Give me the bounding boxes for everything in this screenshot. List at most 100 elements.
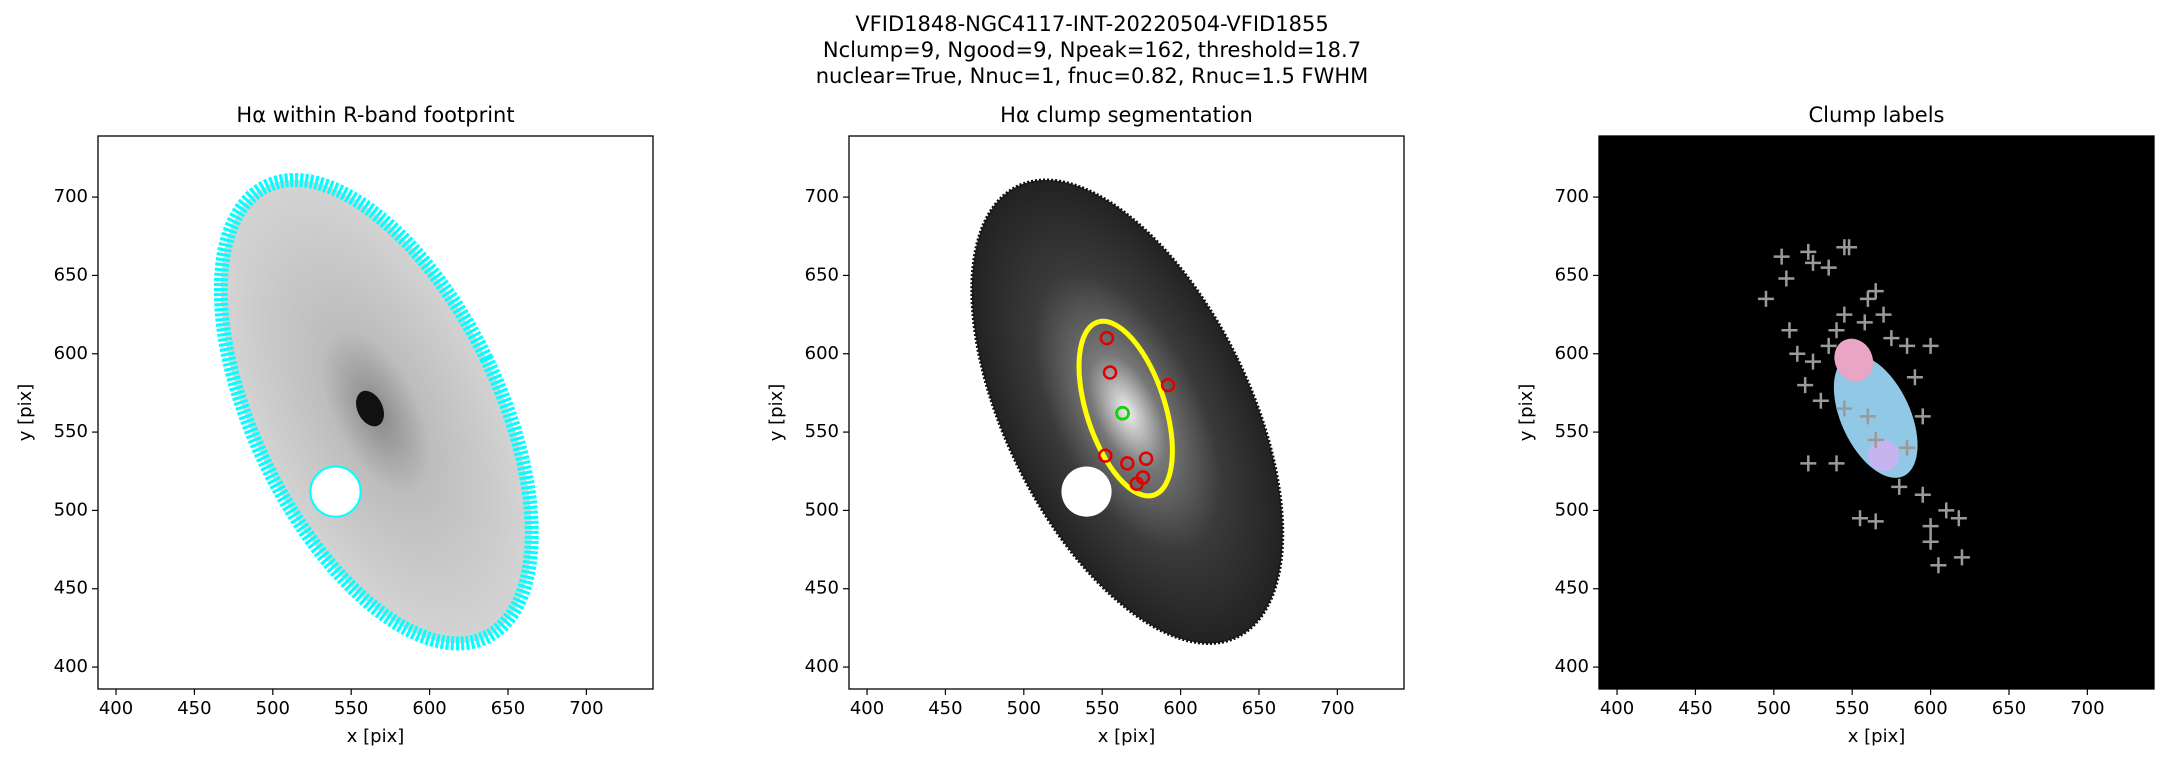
peak-marker — [1773, 248, 1790, 265]
peak-marker — [1906, 369, 1923, 386]
peak-marker — [1800, 455, 1817, 472]
x-tick-label: 650 — [491, 698, 525, 719]
y-tick-label: 500 — [54, 499, 88, 520]
y-tick-label: 550 — [1555, 421, 1589, 442]
peak-marker — [1859, 408, 1876, 425]
y-tick-label: 600 — [805, 343, 839, 364]
y-tick-label: 650 — [54, 264, 88, 285]
mask-circle — [1061, 466, 1112, 517]
peak-marker — [1859, 290, 1876, 307]
peak-marker — [1828, 455, 1845, 472]
peak-marker — [1812, 392, 1829, 409]
y-tick-label: 550 — [54, 421, 88, 442]
x-axis-label: x [pix] — [1848, 726, 1906, 747]
y-tick-label: 450 — [54, 578, 88, 599]
peak-marker — [1867, 283, 1884, 300]
peak-marker — [1867, 431, 1884, 448]
y-tick-label: 650 — [805, 264, 839, 285]
peak-marker — [1778, 270, 1795, 287]
axes-frame — [848, 135, 1405, 690]
peak-marker — [1883, 330, 1900, 347]
x-axis-label: x [pix] — [1098, 726, 1156, 747]
clump-marker — [1120, 456, 1135, 471]
x-tick-label: 450 — [177, 698, 211, 719]
peak-marker — [1899, 439, 1916, 456]
y-tick-label: 700 — [1555, 186, 1589, 207]
peak-marker — [1805, 353, 1821, 370]
peak-marker — [1922, 337, 1939, 354]
x-tick-label: 400 — [850, 698, 884, 719]
peak-marker — [1950, 510, 1967, 527]
x-tick-label: 650 — [1992, 698, 2026, 719]
peak-marker — [1805, 254, 1821, 271]
peak-marker — [1867, 513, 1884, 530]
peak-marker — [1899, 337, 1916, 354]
panel-title: Hα clump segmentation — [1000, 103, 1253, 127]
peak-marker — [1789, 345, 1806, 362]
x-tick-label: 400 — [1600, 698, 1634, 719]
peak-marker — [1820, 337, 1837, 354]
peak-marker — [1922, 518, 1939, 535]
peak-marker — [1836, 400, 1853, 417]
mask-circle — [309, 465, 362, 518]
y-tick-label: 400 — [1555, 656, 1589, 677]
x-tick-label: 700 — [569, 698, 603, 719]
peak-marker — [1922, 533, 1939, 550]
peak-marker — [1797, 377, 1814, 394]
y-tick-label: 600 — [1555, 343, 1589, 364]
y-tick-label: 500 — [805, 499, 839, 520]
axes-frame — [1598, 135, 2155, 690]
peak-marker — [1875, 306, 1892, 323]
y-tick-label: 400 — [54, 656, 88, 677]
x-tick-label: 450 — [928, 698, 962, 719]
y-axis-label: y [pix] — [1516, 384, 1537, 442]
peak-marker — [1856, 314, 1873, 331]
peak-marker — [1891, 478, 1908, 495]
clump-marker — [1129, 476, 1144, 492]
peak-marker — [1852, 510, 1869, 527]
peak-marker — [1800, 243, 1817, 260]
peak-marker — [1757, 290, 1774, 307]
figure-title: VFID1848-NGC4117-INT-20220504-VFID1855 — [855, 12, 1328, 36]
panel-title: Hα within R-band footprint — [236, 103, 514, 127]
x-tick-label: 550 — [1835, 698, 1869, 719]
clump-marker — [1099, 330, 1115, 346]
y-tick-label: 450 — [1555, 578, 1589, 599]
clump-marker — [1160, 377, 1176, 393]
figure-title: nuclear=True, Nnuc=1, fnuc=0.82, Rnuc=1.… — [816, 64, 1369, 88]
x-tick-label: 500 — [256, 698, 290, 719]
peak-marker — [1938, 502, 1955, 519]
blob — [1867, 439, 1900, 472]
axes-frame — [97, 135, 654, 690]
blob — [1834, 338, 1874, 382]
blob — [356, 390, 384, 427]
x-axis-label: x [pix] — [347, 726, 405, 747]
x-tick-label: 650 — [1242, 698, 1276, 719]
x-tick-label: 500 — [1007, 698, 1041, 719]
x-tick-label: 600 — [1163, 698, 1197, 719]
clump-marker — [1098, 448, 1113, 463]
y-axis-label: y [pix] — [15, 384, 36, 442]
y-tick-label: 700 — [54, 186, 88, 207]
x-tick-label: 550 — [1085, 698, 1119, 719]
peak-marker — [1781, 322, 1798, 339]
image — [1599, 136, 2154, 689]
panel-title: Clump labels — [1809, 103, 1945, 127]
y-tick-label: 500 — [1555, 499, 1589, 520]
peak-marker — [1953, 549, 1970, 566]
y-axis-label: y [pix] — [766, 384, 787, 442]
y-tick-label: 600 — [54, 343, 88, 364]
peak-marker — [1841, 239, 1858, 256]
y-tick-label: 400 — [805, 656, 839, 677]
blob — [1076, 318, 1175, 499]
y-tick-label: 450 — [805, 578, 839, 599]
peak-marker — [1828, 322, 1845, 339]
y-tick-label: 550 — [805, 421, 839, 442]
image — [970, 178, 1285, 645]
x-tick-label: 700 — [1320, 698, 1354, 719]
x-tick-label: 550 — [334, 698, 368, 719]
peak-marker — [1914, 408, 1931, 425]
clump-marker — [1102, 365, 1118, 380]
x-tick-label: 500 — [1757, 698, 1791, 719]
